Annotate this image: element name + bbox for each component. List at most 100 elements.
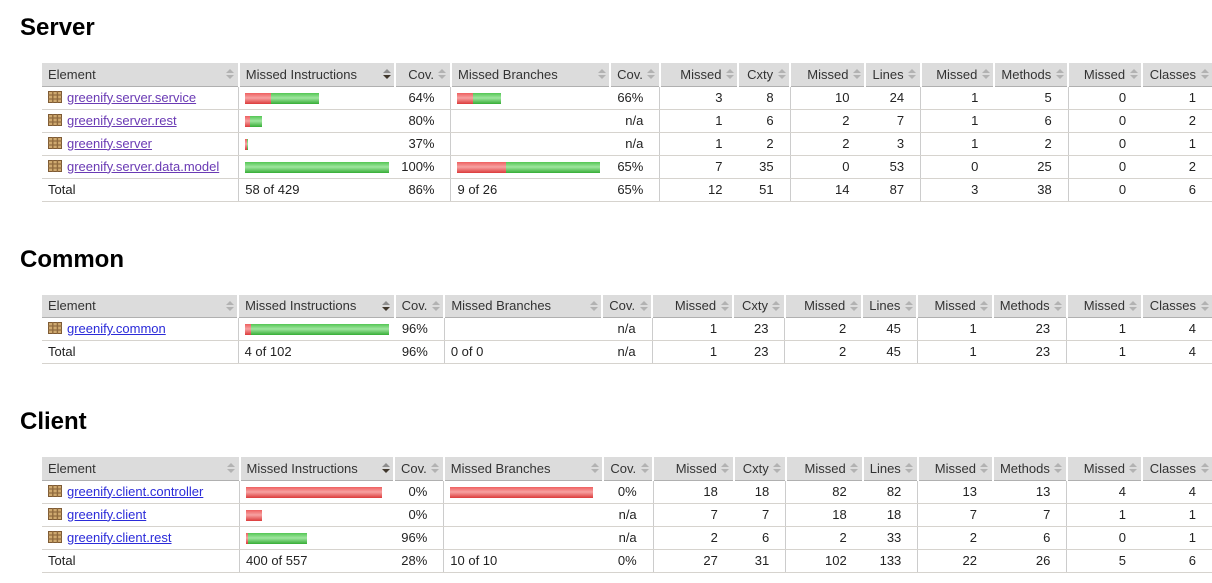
sort-icon: [1200, 300, 1209, 311]
column-header-lines-8[interactable]: Lines: [864, 63, 921, 87]
counter-cell: 2: [785, 526, 863, 550]
package-link[interactable]: greenify.client: [67, 506, 147, 522]
sort-icon: [1054, 300, 1063, 311]
column-header-missed-5[interactable]: Missed: [658, 63, 739, 87]
column-header-missed-7[interactable]: Missed: [784, 457, 863, 481]
column-header-missed-11[interactable]: Missed: [1065, 457, 1142, 481]
column-header-missed-5[interactable]: Missed: [651, 294, 734, 318]
counter-cell: 53: [865, 155, 921, 179]
red-coverage-bar: [246, 509, 263, 521]
column-header-missed-7[interactable]: Missed: [783, 294, 863, 318]
report-section-common: Common Element Missed Instructions Cov. Miss…: [20, 246, 1212, 364]
sort-down-arrow-icon: [639, 306, 648, 311]
column-header-missed-branches-3[interactable]: Missed Branches: [443, 294, 603, 318]
package-link[interactable]: greenify.client.controller: [67, 483, 204, 499]
total-instruction-coverage-cell: 28%: [394, 549, 444, 573]
green-coverage-bar: [473, 92, 502, 104]
sort-down-arrow-icon: [382, 75, 391, 80]
column-header-cxty-6[interactable]: Cxty: [732, 457, 786, 481]
column-header-missed-instructions-1[interactable]: Missed Instructions: [237, 63, 396, 87]
column-header-element-0[interactable]: Element: [42, 294, 239, 318]
column-header-label: Missed Branches: [451, 298, 552, 314]
package-link[interactable]: greenify.common: [67, 321, 166, 336]
total-branches-cell: 9 of 26: [450, 178, 611, 202]
package-link[interactable]: greenify.server.service: [67, 89, 197, 105]
column-header-label: Missed Instructions: [246, 460, 358, 476]
column-header-missed-7[interactable]: Missed: [789, 63, 866, 87]
column-header-missed-11[interactable]: Missed: [1065, 294, 1142, 318]
sort-icon: [725, 69, 734, 80]
sort-up-arrow-icon: [852, 69, 861, 74]
counter-cell: 13: [992, 480, 1067, 504]
counter-cell: 4: [1141, 480, 1212, 504]
column-header-lines-8[interactable]: Lines: [861, 457, 918, 481]
package-icon: [48, 113, 62, 126]
column-header-missed-branches-3[interactable]: Missed Branches: [449, 63, 611, 87]
counter-cell: 45: [862, 317, 918, 341]
column-header-cxty-6[interactable]: Cxty: [732, 294, 785, 318]
sort-icon: [590, 463, 599, 474]
column-header-label: Missed: [675, 460, 717, 476]
column-header-missed-branches-3[interactable]: Missed Branches: [442, 457, 604, 481]
column-header-cov-2[interactable]: Cov.: [394, 63, 451, 87]
column-header-element-0[interactable]: Element: [42, 457, 240, 481]
report-section-server: Server Element Missed Instructions Cov. Miss…: [20, 14, 1212, 202]
element-cell: greenify.server.data.model: [42, 155, 239, 179]
sort-up-arrow-icon: [382, 69, 391, 74]
column-header-missed-9[interactable]: Missed: [916, 457, 993, 481]
counter-cell: 7: [659, 155, 739, 179]
table-row: greenify.client.controller 0% 0% 18 18 82 82 13…: [42, 480, 1212, 504]
coverage-table-server: Element Missed Instructions Cov. Missed Bra…: [42, 63, 1212, 202]
column-header-classes-12[interactable]: Classes: [1140, 457, 1212, 481]
package-link[interactable]: greenify.client.rest: [67, 529, 172, 545]
column-header-cov-2[interactable]: Cov.: [393, 294, 445, 318]
column-header-methods-10[interactable]: Methods: [991, 294, 1067, 318]
sort-down-arrow-icon: [981, 75, 990, 80]
column-header-missed-5[interactable]: Missed: [652, 457, 734, 481]
sort-down-arrow-icon: [777, 75, 786, 80]
column-header-cov-2[interactable]: Cov.: [393, 457, 444, 481]
column-header-cxty-6[interactable]: Cxty: [737, 63, 791, 87]
column-header-classes-12[interactable]: Classes: [1140, 294, 1212, 318]
column-header-methods-10[interactable]: Methods: [991, 457, 1067, 481]
column-header-missed-instructions-1[interactable]: Missed Instructions: [237, 294, 395, 318]
sort-down-arrow-icon: [980, 306, 989, 311]
column-header-missed-11[interactable]: Missed: [1067, 63, 1143, 87]
column-header-label: Classes: [1149, 460, 1196, 476]
sort-icon: [647, 69, 656, 80]
column-header-classes-12[interactable]: Classes: [1141, 63, 1212, 87]
sort-icon: [904, 300, 913, 311]
counter-cell: 18: [733, 480, 786, 504]
column-header-element-0[interactable]: Element: [42, 63, 239, 87]
table-row: greenify.client.rest 96% n/a 2 6 2 33 2 6 0 1: [42, 526, 1212, 550]
instruction-coverage-cell: 80%: [395, 109, 451, 133]
sort-up-arrow-icon: [850, 463, 859, 468]
column-header-missed-9[interactable]: Missed: [919, 63, 995, 87]
table-row: greenify.server 37% n/a 1 2 2 3 1 2 0 1: [42, 132, 1212, 156]
sort-icon: [431, 463, 440, 474]
column-header-cov-4[interactable]: Cov.: [602, 457, 654, 481]
counter-cell: 2: [784, 317, 863, 341]
column-header-cov-4[interactable]: Cov.: [601, 294, 653, 318]
total-instruction-coverage-cell: 96%: [394, 340, 445, 364]
column-header-lines-8[interactable]: Lines: [861, 294, 918, 318]
package-link[interactable]: greenify.server.rest: [67, 112, 177, 128]
missed-branches-bar-cell: [443, 503, 604, 527]
green-coverage-bar: [250, 324, 389, 336]
total-counter-cell: 23: [992, 340, 1067, 364]
instruction-coverage-cell: 96%: [394, 317, 445, 341]
package-link[interactable]: greenify.server: [67, 135, 153, 151]
sort-icon: [773, 463, 782, 474]
package-icon: [48, 484, 62, 497]
branch-coverage-cell: n/a: [603, 526, 654, 550]
sort-down-arrow-icon: [225, 306, 234, 311]
column-header-cov-4[interactable]: Cov.: [609, 63, 660, 87]
column-header-methods-10[interactable]: Methods: [993, 63, 1069, 87]
column-header-missed-instructions-1[interactable]: Missed Instructions: [238, 457, 394, 481]
counter-cell: 1: [920, 109, 995, 133]
package-link[interactable]: greenify.server.data.model: [67, 158, 220, 174]
sort-up-arrow-icon: [1129, 463, 1138, 468]
column-header-missed-9[interactable]: Missed: [916, 294, 993, 318]
package-icon: [48, 322, 62, 334]
sort-up-arrow-icon: [640, 463, 649, 468]
